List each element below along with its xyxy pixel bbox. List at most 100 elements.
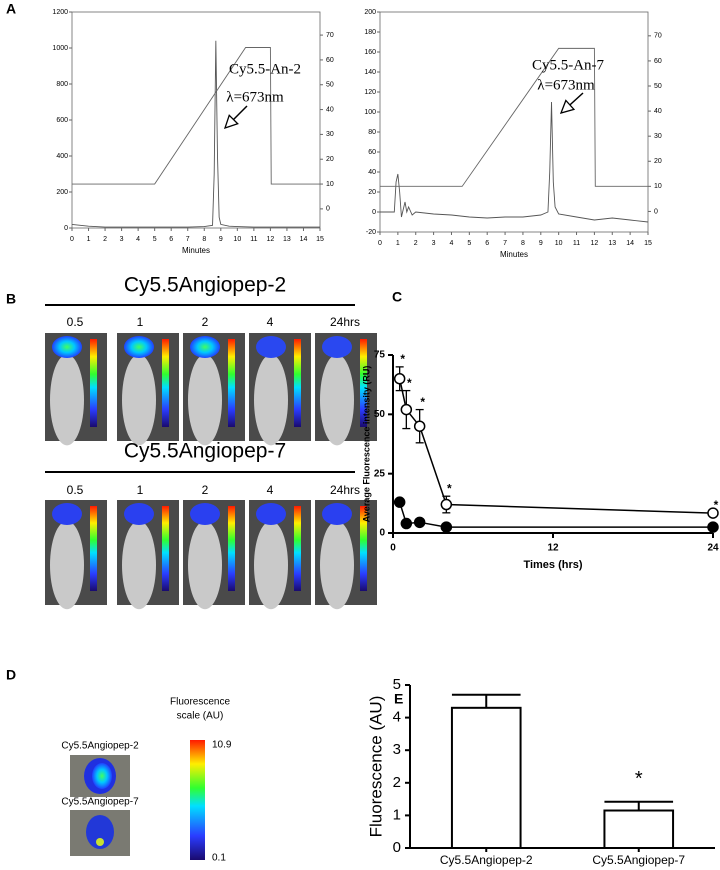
annotation: λ=673nm	[537, 77, 595, 93]
series-line	[380, 101, 649, 223]
time-label: 4	[267, 315, 274, 329]
y-tick-label: 120	[364, 89, 376, 96]
y-tick-label: 25	[374, 468, 386, 479]
head-signal	[256, 503, 286, 525]
x-tick-label: 13	[608, 240, 616, 247]
y-tick-label: 0	[379, 528, 385, 539]
y2-tick-label: 60	[326, 57, 334, 64]
x-tick-label: 15	[316, 236, 324, 243]
x-tick-label: 12	[547, 543, 559, 554]
y-tick-label: 0	[372, 209, 376, 216]
x-tick-label: 14	[626, 240, 634, 247]
time-label: 1	[137, 315, 144, 329]
y-tick-label: 200	[56, 189, 68, 196]
x-tick-label: 1	[396, 240, 400, 247]
panel-label: D	[6, 667, 16, 683]
y-tick-label: 75	[374, 350, 386, 361]
annotation: λ=673nm	[226, 89, 284, 105]
x-tick-label: 8	[521, 240, 525, 247]
y2-tick-label: 0	[654, 208, 658, 215]
panel-label: B	[6, 291, 16, 307]
y-tick-label: 20	[368, 189, 376, 196]
y2-tick-label: 60	[654, 58, 662, 65]
series-line	[71, 40, 320, 228]
scale-max: 10.9	[212, 740, 232, 751]
y2-tick-label: 30	[326, 131, 334, 138]
y-tick-label: 600	[56, 117, 68, 124]
time-label: 4	[267, 483, 274, 497]
head-signal	[190, 503, 220, 525]
x-tick-label: 10	[233, 236, 241, 243]
bar	[603, 809, 675, 850]
x-tick-label: 15	[644, 240, 652, 247]
mouse-body	[254, 521, 288, 610]
time-label: 1	[137, 483, 144, 497]
mouse-body	[50, 521, 84, 610]
scale-min: 0.1	[212, 853, 226, 864]
y2-tick-label: 70	[654, 33, 662, 40]
significance: *	[407, 376, 412, 390]
mouse-body	[122, 521, 156, 610]
panel-b: Cy5.5Angiopep-2 0.5 1 2 4 24hrs Cy5.5Angiopep-…	[45, 274, 377, 610]
x-tick-label: 11	[573, 240, 580, 247]
scale-title: scale (AU)	[177, 711, 224, 722]
y-tick-label: 1	[393, 806, 401, 823]
y-axis-label: Fluorescence (AU)	[366, 696, 385, 838]
y2-tick-label: 20	[654, 158, 662, 165]
data-point	[440, 498, 453, 511]
brain-signal	[86, 815, 114, 849]
head-signal	[190, 336, 220, 358]
data-point	[413, 516, 426, 529]
color-scale	[190, 740, 205, 860]
head-signal	[322, 503, 352, 525]
y-tick-label: 400	[56, 153, 68, 160]
color-bar	[90, 339, 97, 427]
x-tick-label: 3	[432, 240, 436, 247]
significance: *	[400, 352, 405, 366]
x-tick-label: 6	[485, 240, 489, 247]
annotation: Cy5.5-An-2	[229, 61, 301, 77]
data-point	[413, 420, 426, 432]
y-tick-label: 100	[364, 109, 376, 116]
y-tick-label: 60	[368, 149, 376, 156]
head-signal	[124, 503, 154, 525]
panel-d: Fluorescence scale (AU) 10.9 0.1 Cy5.5An…	[61, 697, 232, 864]
significance: *	[420, 395, 425, 409]
color-bar	[360, 506, 367, 591]
data-point	[393, 496, 406, 508]
x-tick-label: 13	[283, 236, 291, 243]
x-tick-label: 0	[70, 236, 74, 243]
data-point	[707, 521, 719, 533]
x-tick-label: 11	[250, 236, 257, 243]
head-signal	[124, 336, 154, 358]
y-tick-label: 4	[393, 709, 401, 726]
mouse-body	[254, 354, 288, 446]
color-bar	[162, 506, 169, 591]
y-tick-label: 80	[368, 129, 376, 136]
y-tick-label: 2	[393, 774, 401, 791]
time-label: 24hrs	[330, 315, 360, 329]
panel-label: C	[392, 289, 402, 305]
x-tick-label: 7	[186, 236, 190, 243]
x-axis-label: Minutes	[500, 250, 528, 259]
x-tick-label: 24	[707, 543, 719, 554]
time-label: 0.5	[67, 483, 84, 497]
panel-label: E	[394, 691, 403, 707]
x-tick-label: 7	[503, 240, 507, 247]
color-bar	[162, 339, 169, 427]
y2-tick-label: 50	[326, 82, 334, 89]
x-tick-label: 4	[136, 236, 140, 243]
x-axis-label: Minutes	[182, 246, 210, 255]
x-tick-label: 6	[169, 236, 173, 243]
y-tick-label: 180	[364, 29, 376, 36]
x-tick-label: 0	[390, 543, 396, 554]
mouse-body	[188, 354, 222, 446]
y-tick-label: 5	[393, 676, 401, 693]
x-tick-label: 12	[591, 240, 599, 247]
data-point	[400, 403, 413, 416]
y-tick-label: 800	[56, 81, 68, 88]
mouse-body	[50, 354, 84, 446]
significance: *	[714, 498, 719, 512]
panel-label: A	[6, 1, 16, 17]
x-tick-label: 5	[467, 240, 471, 247]
